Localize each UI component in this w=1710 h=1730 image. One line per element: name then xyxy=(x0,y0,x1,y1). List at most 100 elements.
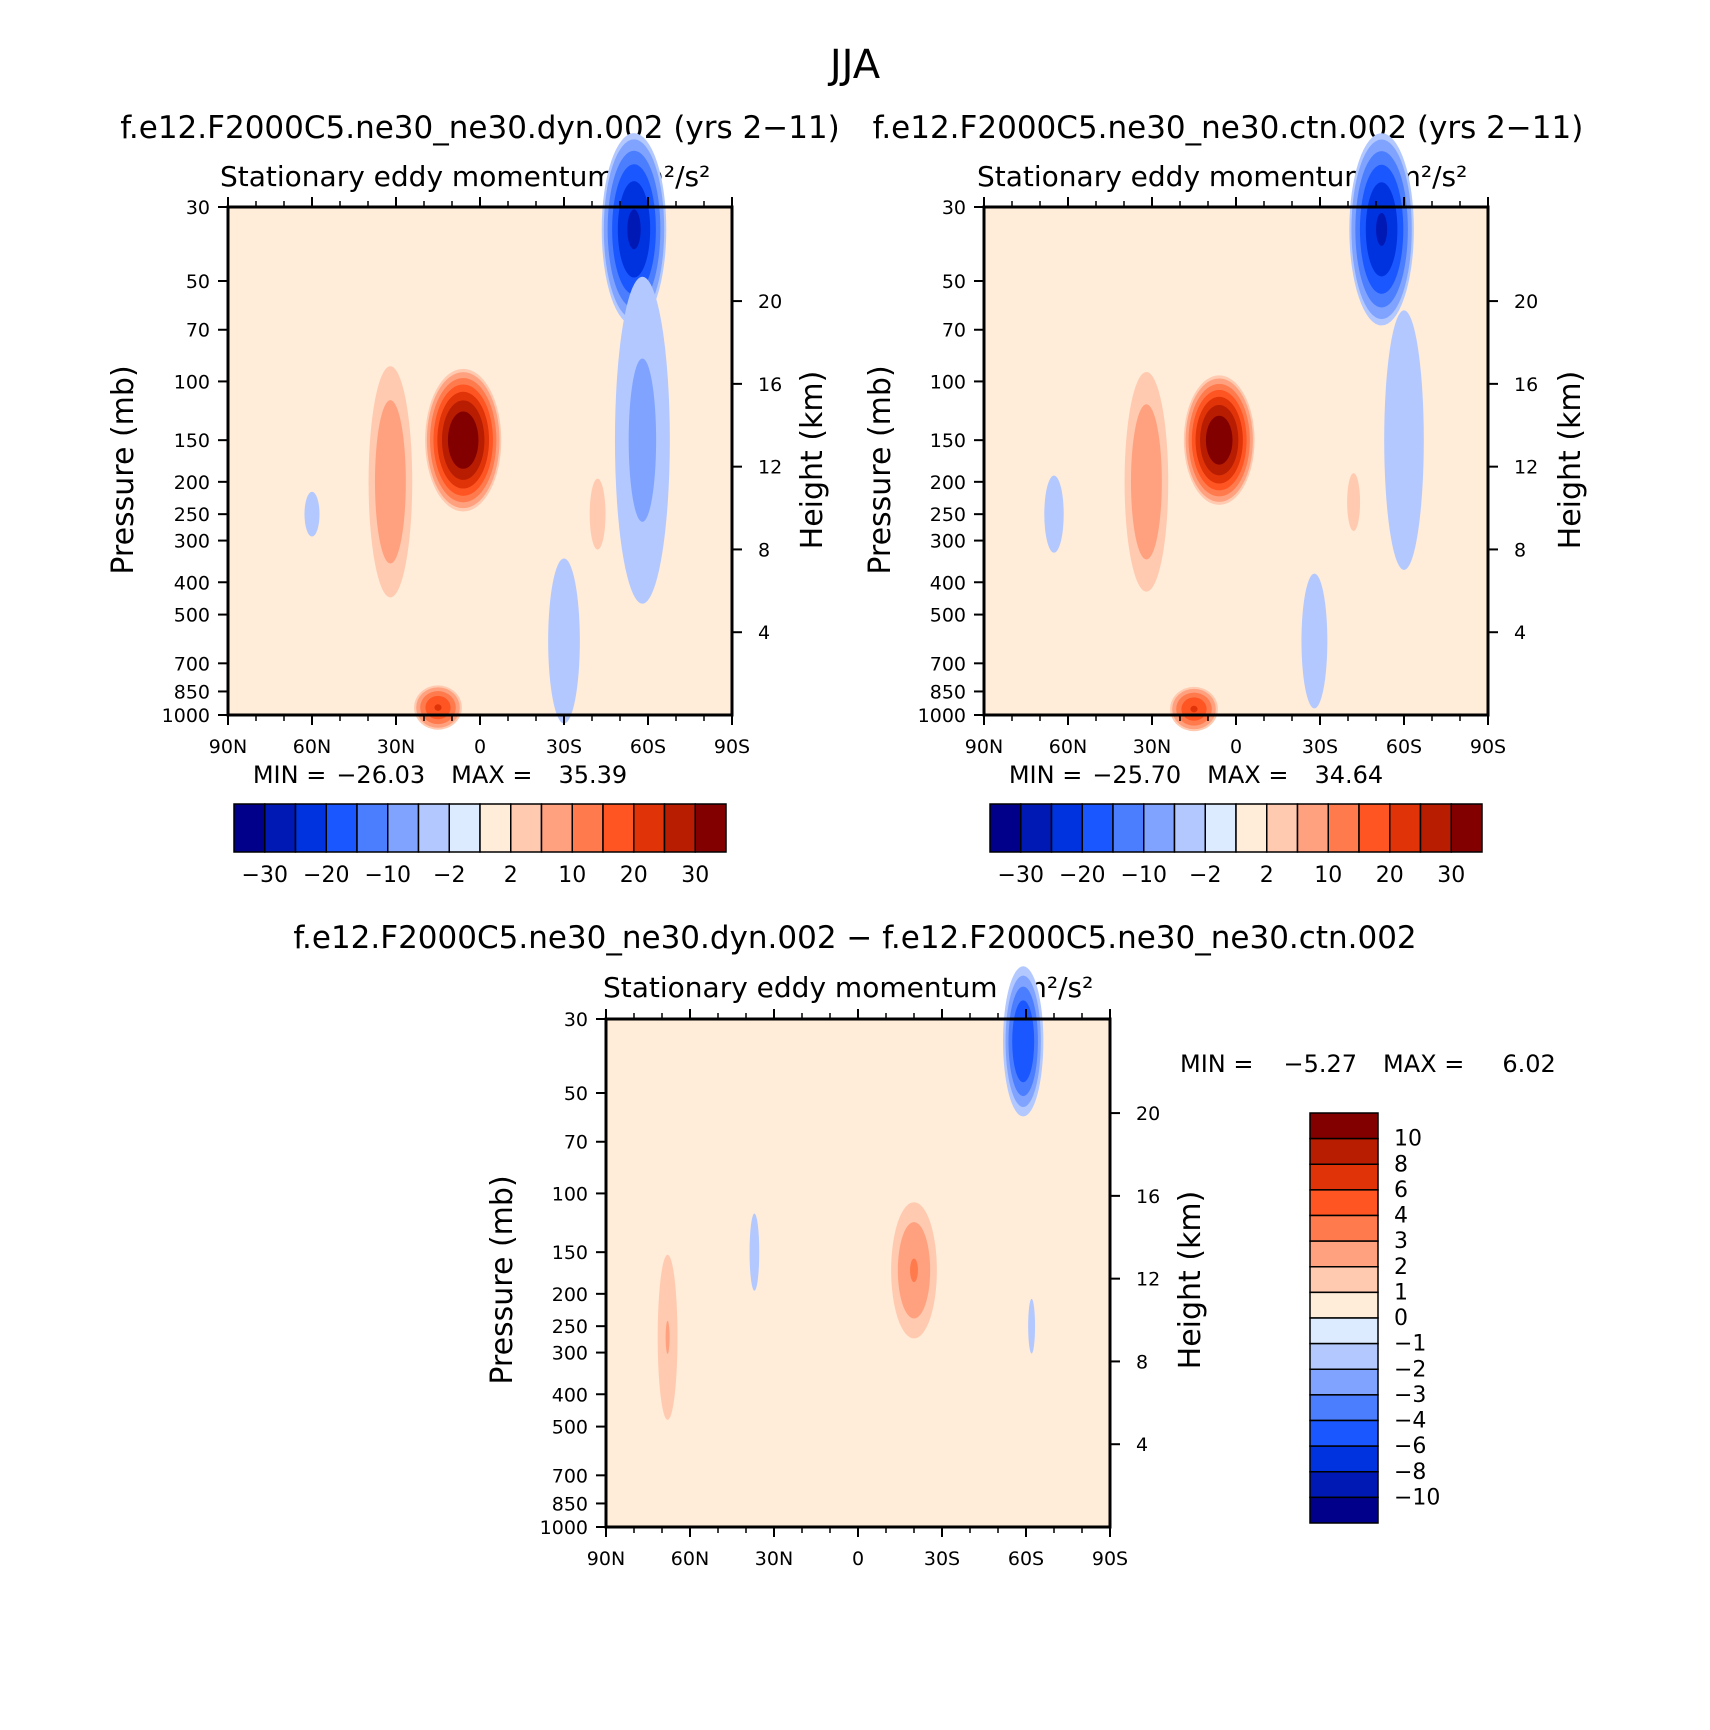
min-label: MIN = xyxy=(253,761,326,789)
y-tick-label: 50 xyxy=(942,271,966,293)
contour-fill xyxy=(1376,212,1388,246)
x-tick-label: 0 xyxy=(474,736,486,758)
field-plot xyxy=(228,133,732,730)
colorbar-label: −8 xyxy=(1394,1460,1426,1485)
min-value: −26.03 xyxy=(336,761,425,789)
x-tick-label: 60N xyxy=(1049,736,1087,758)
colorbar-label: 30 xyxy=(681,863,709,888)
colorbar-swatch xyxy=(1450,803,1483,853)
y-tick-label: 70 xyxy=(564,1132,588,1154)
min-max-readout: MIN = −26.03 MAX = 35.39 xyxy=(253,761,627,789)
y-tick-label: 500 xyxy=(174,605,210,627)
y2-tick-label: 8 xyxy=(758,539,770,561)
min-label: MIN = xyxy=(1180,1050,1253,1078)
min-label: MIN = xyxy=(1009,761,1082,789)
colorbar-swatch xyxy=(694,803,727,853)
colorbar-swatch xyxy=(1309,1496,1379,1524)
colorbar-swatch xyxy=(1327,803,1360,853)
x-tick-label: 60N xyxy=(671,1548,709,1570)
figure-title: JJA xyxy=(827,42,881,88)
y-axis-label: Pressure (mb) xyxy=(485,1175,520,1384)
variable-name: Stationary eddy momentum xyxy=(977,160,1372,193)
field-plot xyxy=(606,966,1110,1527)
max-value: 6.02 xyxy=(1502,1050,1555,1078)
colorbar-label: 2 xyxy=(1394,1255,1408,1280)
colorbar: −30 −20 −10 −2 2 10 20 30 xyxy=(233,803,727,888)
contour-fill xyxy=(374,400,406,564)
x-tick-label: 30N xyxy=(377,736,415,758)
y-tick-label: 150 xyxy=(930,430,966,452)
colorbar-swatch xyxy=(1266,803,1299,853)
colorbar-swatch xyxy=(1143,803,1176,853)
contour-fill xyxy=(628,358,657,522)
contour-fill xyxy=(548,558,580,724)
y2-tick-label: 20 xyxy=(1514,291,1538,313)
colorbar-label: −30 xyxy=(998,863,1044,888)
colorbar-swatch xyxy=(571,803,604,853)
colorbar-swatch xyxy=(1309,1445,1379,1473)
colorbar-swatch xyxy=(1309,1266,1379,1294)
max-label: MAX = xyxy=(451,761,532,789)
colorbar-swatch xyxy=(1309,1163,1379,1191)
colorbar-swatch xyxy=(1296,803,1329,853)
colorbar-swatch xyxy=(1020,803,1053,853)
colorbar-swatch xyxy=(510,803,543,853)
x-tick-label: 60S xyxy=(1386,736,1422,758)
x-tick-label: 60N xyxy=(293,736,331,758)
y-tick-label: 850 xyxy=(174,681,210,703)
y2-axis-label: Height (km) xyxy=(1553,371,1588,550)
colorbar-swatch xyxy=(264,803,297,853)
variable-name: Stationary eddy momentum xyxy=(603,971,998,1004)
y2-tick-label: 16 xyxy=(1136,1186,1160,1208)
colorbar-label: −6 xyxy=(1394,1434,1426,1459)
colorbar-label: −20 xyxy=(1059,863,1105,888)
colorbar-label: 6 xyxy=(1394,1178,1408,1203)
y-tick-label: 700 xyxy=(174,653,210,675)
colorbar-swatch xyxy=(1389,803,1422,853)
panel-case-title: f.e12.F2000C5.ne30_ne30.dyn.002 − f.e12.… xyxy=(293,920,1416,956)
y2-axis-label: Height (km) xyxy=(1173,1191,1208,1370)
colorbar-swatch xyxy=(602,803,635,853)
y-tick-label: 70 xyxy=(186,320,210,342)
colorbar-label: 0 xyxy=(1394,1306,1408,1331)
colorbar-swatch xyxy=(1309,1214,1379,1242)
colorbar-swatch xyxy=(1173,803,1206,853)
y2-tick-label: 8 xyxy=(1136,1351,1148,1373)
x-tick-label: 30S xyxy=(924,1548,960,1570)
y2-axis-label: Height (km) xyxy=(795,371,830,550)
plot-axes: 90N 60N 30N 0 30S 60S 90S 30 50 70 100 150 200 250 300… xyxy=(540,1009,1160,1570)
panel-variable-title: Stationary eddy momentum m²/s² xyxy=(977,160,1467,193)
y-tick-label: 400 xyxy=(930,572,966,594)
contour-fill xyxy=(304,491,320,537)
y-tick-label: 100 xyxy=(174,371,210,393)
min-max-readout: MIN = −25.70 MAX = 34.64 xyxy=(1009,761,1383,789)
contour-fill xyxy=(434,704,442,711)
colorbar-label: −4 xyxy=(1394,1409,1426,1434)
colorbar-swatch xyxy=(1358,803,1391,853)
colorbar-swatch xyxy=(356,803,389,853)
y-tick-label: 150 xyxy=(174,430,210,452)
colorbar-swatch xyxy=(1309,1317,1379,1345)
colorbar-label: −1 xyxy=(1394,1332,1426,1357)
y-tick-label: 30 xyxy=(942,197,966,219)
y-tick-label: 700 xyxy=(930,653,966,675)
y-tick-label: 850 xyxy=(930,681,966,703)
colorbar: −30 −20 −10 −2 2 10 20 30 xyxy=(989,803,1483,888)
y-axis-label: Pressure (mb) xyxy=(863,365,898,574)
colorbar-swatch xyxy=(387,803,420,853)
panel-variable-title: Stationary eddy momentum m²/s² xyxy=(220,160,710,193)
colorbar-swatch xyxy=(633,803,666,853)
min-value: −5.27 xyxy=(1283,1050,1357,1078)
x-tick-label: 90N xyxy=(965,736,1003,758)
colorbar-swatch xyxy=(1309,1419,1379,1447)
y-tick-label: 50 xyxy=(564,1083,588,1105)
x-tick-label: 30N xyxy=(1133,736,1171,758)
variable-name: Stationary eddy momentum xyxy=(220,160,615,193)
contour-fill xyxy=(749,1213,760,1291)
y-tick-label: 200 xyxy=(174,472,210,494)
colorbar-label: −10 xyxy=(1394,1485,1440,1510)
colorbar-swatch xyxy=(1309,1112,1379,1140)
x-tick-label: 30N xyxy=(755,1548,793,1570)
colorbar-swatch xyxy=(233,803,266,853)
